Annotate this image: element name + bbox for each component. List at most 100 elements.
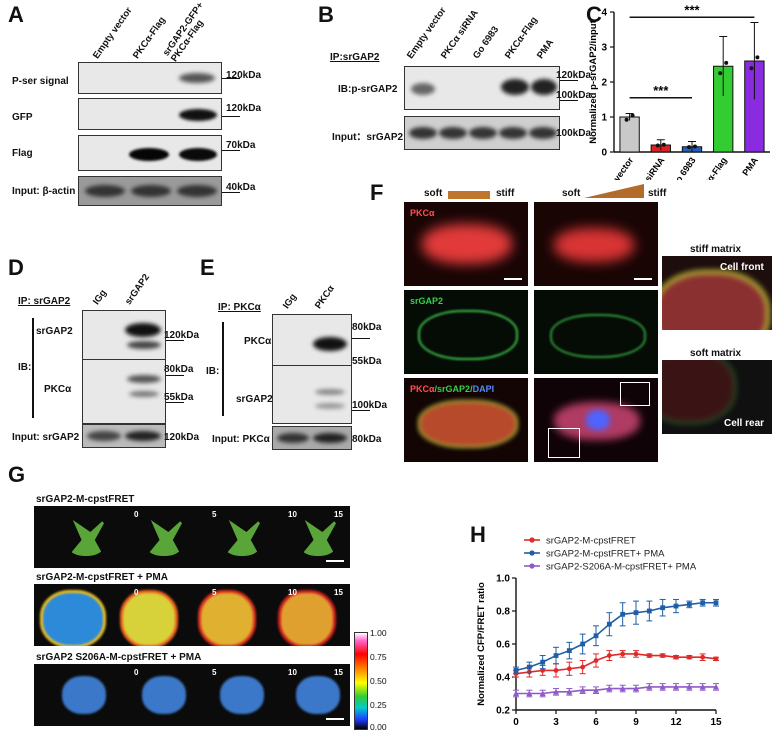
lane-label: Empty vector [90, 5, 135, 61]
data-point [579, 687, 586, 693]
colorbar-tick: 0.25 [370, 700, 387, 710]
data-point [646, 653, 652, 658]
data-point [633, 651, 639, 657]
kda-label: 100kDa [556, 90, 592, 101]
image-pkc-gradient [534, 202, 658, 286]
image-merge-gradient [534, 378, 658, 462]
kda-label: 120kDa [226, 103, 262, 114]
image-soft-matrix-zoom: Cell rear [662, 360, 772, 434]
data-point [687, 145, 691, 150]
kda-label: 100kDa [556, 128, 592, 139]
blot-flag [78, 135, 222, 171]
gradient-stiffness-wedge [584, 184, 644, 198]
data-point [526, 690, 533, 696]
data-point [580, 641, 586, 647]
data-point [539, 690, 546, 696]
time-label: 0 [134, 510, 139, 519]
image-srgap2-uniform: srGAP2 [404, 290, 528, 374]
image-srgap2-gradient [534, 290, 658, 374]
kda-label: 70kDa [226, 140, 256, 151]
data-point [673, 683, 679, 690]
row-title: srGAP2 S206A-M-cpstFRET + PMA [36, 652, 202, 663]
panel-label-e: E [200, 255, 215, 280]
legend-marker [529, 537, 535, 543]
lane-label: Go 6983 [470, 24, 502, 62]
fret-row-3: 0 5 10 15 [34, 664, 350, 726]
kda-label: 100kDa [352, 400, 388, 411]
stiff-label: stiff [648, 188, 667, 199]
data-point [659, 683, 666, 690]
legend-label: srGAP2-S206A-M-cpstFRET+ PMA [546, 562, 697, 573]
lane-label: PKCα [312, 283, 337, 311]
cell-front-label: Cell front [720, 262, 764, 273]
x-tick-label: 3 [553, 717, 559, 728]
data-point [633, 610, 639, 616]
blot-input-srgap2 [404, 116, 560, 150]
data-point [713, 683, 719, 690]
row-label: Flag [12, 148, 33, 159]
data-point [700, 654, 706, 660]
time-label: 10 [288, 510, 297, 519]
colorbar-tick: 1.00 [370, 628, 387, 638]
panel-label-f: F [370, 180, 384, 205]
channel-label: srGAP2 [410, 296, 444, 306]
row-label: PKCα [244, 336, 272, 347]
data-point [624, 117, 629, 122]
panel-label-c: C [586, 2, 602, 27]
ip-label: IP:srGAP2 [330, 52, 380, 63]
y-tick-label: 1.0 [496, 574, 510, 585]
data-point [646, 683, 653, 690]
row-label: srGAP2 [236, 394, 273, 405]
kda-label: 120kDa [164, 432, 200, 443]
row-label: srGAP2 [36, 326, 73, 337]
data-point [566, 648, 572, 653]
y-tick-label: 0.6 [496, 640, 510, 651]
x-tick-label: Go 6983 [669, 155, 697, 180]
x-tick-label: 9 [633, 717, 639, 728]
channel-label: PKCα [410, 208, 435, 218]
blot-gfp [78, 98, 222, 130]
data-point [553, 668, 559, 673]
data-point [661, 142, 666, 147]
data-point [630, 113, 635, 118]
series-line [515, 653, 717, 675]
lane-label: PMA [534, 37, 557, 61]
soft-label: soft [562, 188, 581, 199]
y-tick-label: 3 [601, 43, 607, 54]
time-label: 0 [134, 668, 139, 677]
time-label: 5 [212, 588, 217, 597]
row-label: Input：srGAP2 [332, 132, 404, 143]
data-point [593, 658, 599, 663]
x-tick-label: PKCα siRNA [627, 155, 666, 180]
data-point [620, 611, 626, 617]
row-title: srGAP2-M-cpstFRET [36, 494, 135, 505]
ib-label: IB: [18, 362, 32, 373]
data-point [633, 685, 639, 692]
panel-label-h: H [470, 522, 486, 547]
data-point [660, 605, 666, 611]
kda-label: 120kDa [226, 70, 262, 81]
data-point [553, 688, 559, 695]
colorbar-tick: 0.75 [370, 652, 387, 662]
blot-d-input [82, 424, 166, 448]
time-label: 5 [212, 510, 217, 519]
series-line [516, 686, 716, 695]
y-tick-label: 4 [601, 8, 607, 19]
colorbar-tick: 0.50 [370, 676, 387, 686]
y-axis-label: Normalized CFP/FRET ratio [476, 582, 487, 706]
legend-marker [529, 550, 535, 556]
lane-label: IGg [280, 291, 300, 311]
data-point [686, 654, 692, 660]
kda-label: 80kDa [352, 434, 382, 445]
data-point [593, 633, 599, 639]
lane-label: PKCα-Flag [130, 14, 168, 61]
data-point [513, 668, 519, 673]
kda-label: 55kDa [352, 356, 382, 367]
data-point [718, 71, 723, 76]
blot-actin [78, 176, 222, 206]
time-label: 15 [334, 510, 343, 519]
kda-label: 40kDa [226, 182, 256, 193]
x-tick-label: PKCα-Flag [694, 155, 729, 180]
fret-row-2: 0 5 10 15 [34, 584, 350, 646]
